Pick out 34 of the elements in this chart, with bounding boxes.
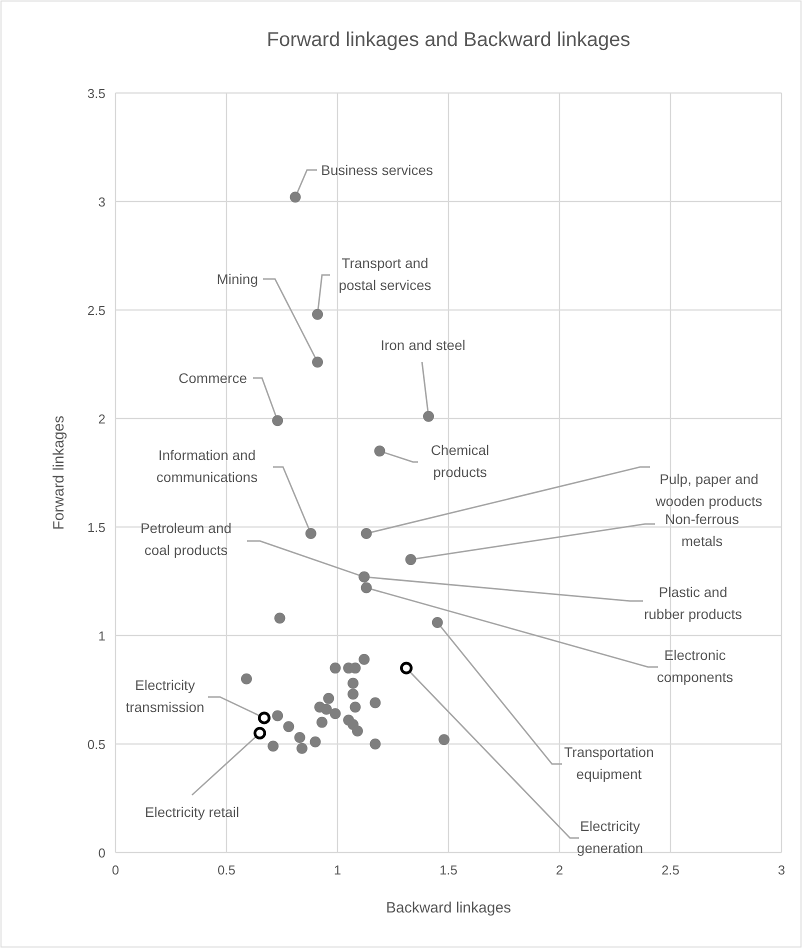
y-tick-label: 0 xyxy=(98,846,106,860)
x-axis-title: Backward linkages xyxy=(386,900,512,916)
annotation: Electricity retail xyxy=(144,804,240,820)
y-tick-label: 1.5 xyxy=(87,520,106,535)
y-tick-label: 0.5 xyxy=(87,737,106,752)
annotation: Commerce xyxy=(178,370,248,386)
annotation: Electronic components xyxy=(656,647,734,685)
annotation: Petroleum and coal products xyxy=(140,520,232,558)
x-tick-label: 2 xyxy=(556,862,564,878)
x-tick-label: 0.5 xyxy=(217,862,236,878)
y-tick-label: 1 xyxy=(98,628,106,644)
annotation: Information and communications xyxy=(156,447,258,485)
annotation: Business services xyxy=(321,162,434,178)
annotation: Plastic and rubber products xyxy=(644,584,742,622)
annotation: Transportation equipment xyxy=(564,744,654,782)
x-tick-label: 3 xyxy=(778,862,786,878)
annotation: Pulp, paper and wooden products xyxy=(654,471,762,509)
annotation: Transport and postal services xyxy=(338,255,432,293)
annotation: Iron and steel xyxy=(380,337,466,353)
annotation: Chemical products xyxy=(430,442,490,480)
y-tick-label: 3 xyxy=(98,194,106,210)
x-tick-label: 2.5 xyxy=(661,862,680,878)
annotation: Electricity generation xyxy=(576,818,644,856)
y-axis-title: Forward linkages xyxy=(50,416,68,530)
x-tick-label: 1.5 xyxy=(439,862,458,878)
y-tick-label: 3.5 xyxy=(87,86,106,101)
chart-title: Forward linkages and Backward linkages xyxy=(266,29,630,51)
x-tick-label: 1 xyxy=(334,862,342,878)
y-tick-label: 2 xyxy=(98,412,106,426)
y-tick-label: 2.5 xyxy=(87,303,106,318)
annotation: Mining xyxy=(216,271,258,287)
annotation: Non-ferrous metals xyxy=(665,511,739,549)
annotation: Electricity transmission xyxy=(126,677,204,715)
x-tick-label: 0 xyxy=(112,862,120,878)
